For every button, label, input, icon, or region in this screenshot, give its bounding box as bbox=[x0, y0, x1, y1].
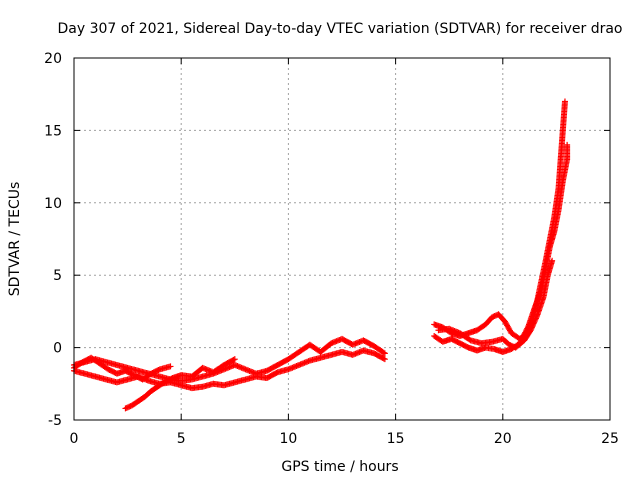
plot-border bbox=[73, 57, 611, 421]
series-track-g bbox=[435, 257, 556, 351]
series-track-f bbox=[431, 141, 571, 355]
axis-ticks bbox=[73, 57, 611, 421]
y-tick-label: 10 bbox=[44, 196, 62, 212]
data-point bbox=[564, 141, 571, 148]
y-axis-label: SDTVAR / TECUs bbox=[7, 182, 23, 297]
y-tick-label: 5 bbox=[53, 268, 62, 284]
x-tick-label: 20 bbox=[494, 431, 512, 447]
data-point bbox=[380, 355, 387, 362]
y-tick-label: -5 bbox=[48, 413, 62, 429]
x-axis-label: GPS time / hours bbox=[281, 459, 398, 475]
series-track-d bbox=[71, 354, 174, 383]
data-point bbox=[230, 356, 237, 363]
grid-lines bbox=[74, 58, 610, 420]
tick-labels: 0 5 10 15 20 25 -5 0 5 10 15 20 bbox=[44, 51, 619, 447]
series-track-c bbox=[122, 356, 238, 412]
y-tick-label: 15 bbox=[44, 123, 62, 139]
data-point bbox=[167, 363, 174, 370]
data-point bbox=[231, 356, 238, 363]
chart-title: Day 307 of 2021, Sidereal Day-to-day VTE… bbox=[57, 21, 622, 37]
data-point bbox=[561, 98, 568, 105]
data-point bbox=[380, 349, 387, 356]
x-tick-label: 15 bbox=[387, 431, 405, 447]
y-tick-label: 0 bbox=[53, 341, 62, 357]
data-point bbox=[381, 350, 388, 357]
series-track-e bbox=[431, 98, 568, 342]
data-points bbox=[71, 98, 571, 412]
x-tick-label: 10 bbox=[279, 431, 297, 447]
data-point bbox=[381, 356, 388, 363]
data-point bbox=[549, 257, 556, 264]
x-tick-label: 5 bbox=[177, 431, 186, 447]
x-tick-label: 0 bbox=[70, 431, 79, 447]
y-tick-label: 20 bbox=[44, 51, 62, 67]
x-tick-label: 25 bbox=[601, 431, 619, 447]
